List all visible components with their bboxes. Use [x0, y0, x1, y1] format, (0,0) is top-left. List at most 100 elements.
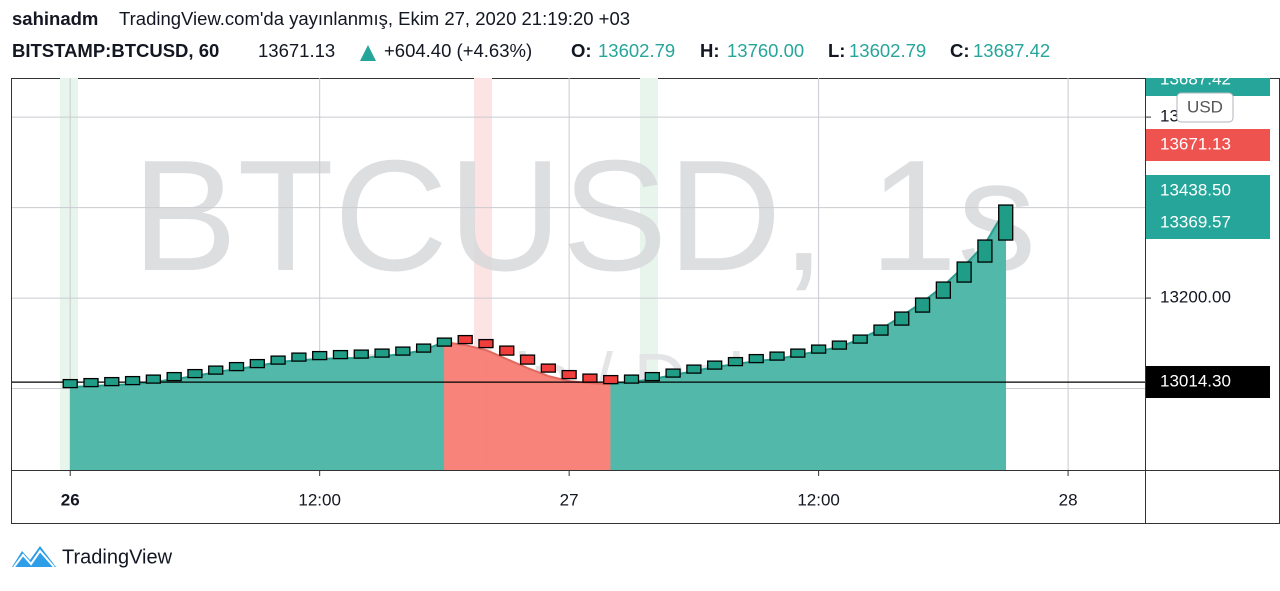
up-arrow	[360, 45, 376, 61]
area-segment	[548, 375, 570, 470]
area-segment	[340, 357, 362, 470]
price-badge-label: 13369.57	[1160, 212, 1231, 231]
candle	[644, 371, 660, 382]
candle	[561, 369, 577, 380]
ohlc-value: 13602.79	[849, 40, 926, 61]
area-line	[527, 367, 549, 378]
candle	[415, 343, 432, 353]
candle	[748, 353, 764, 364]
candle	[977, 239, 993, 263]
candle	[769, 351, 785, 361]
candle	[873, 324, 889, 336]
candle	[312, 350, 328, 361]
area-line	[548, 375, 570, 383]
candle	[956, 261, 972, 283]
ohlc-value: 13602.79	[598, 40, 675, 61]
x-tick-label: 12:00	[298, 490, 341, 509]
area-segment	[444, 341, 466, 470]
candle	[353, 349, 369, 359]
candle	[208, 365, 224, 375]
candle	[332, 349, 349, 360]
candle	[519, 354, 536, 365]
candle	[623, 374, 640, 384]
published: TradingView.com'da yayınlanmış, Ekim 27,…	[119, 8, 630, 29]
area-segment	[880, 315, 903, 470]
area-segment	[714, 363, 736, 470]
area-segment	[776, 354, 799, 470]
area-segment	[402, 349, 424, 470]
area-segment	[485, 349, 508, 470]
price-badge	[1146, 78, 1270, 96]
area-segment	[901, 301, 923, 470]
x-tick-label: 27	[560, 490, 579, 509]
candle	[540, 363, 557, 373]
area-segment	[173, 375, 196, 470]
candle	[998, 204, 1014, 241]
currency: USD	[1187, 97, 1223, 116]
x-tick-label: 12:00	[797, 490, 840, 509]
candle	[790, 348, 806, 358]
area-segment	[69, 385, 92, 470]
area-segment	[153, 378, 175, 470]
area-segment	[527, 367, 549, 470]
area-segment	[423, 341, 445, 470]
area-segment	[298, 358, 320, 470]
logo	[12, 546, 56, 568]
area-segment	[257, 361, 279, 470]
candle	[228, 361, 245, 372]
area-line	[506, 358, 528, 370]
area-segment	[111, 383, 133, 470]
candle	[436, 337, 453, 347]
area-segment	[672, 370, 695, 470]
ohlc-value: 13760.00	[727, 40, 804, 61]
ohlc-key: O:	[571, 40, 592, 61]
area-segment	[215, 368, 237, 470]
candle	[166, 371, 182, 382]
candle	[145, 374, 162, 384]
price-badge	[1146, 175, 1270, 207]
area-segment	[818, 346, 840, 470]
area-segment	[755, 358, 778, 470]
candle	[374, 348, 390, 358]
area-segment	[90, 384, 113, 470]
area-segment	[277, 359, 300, 470]
area-line	[485, 349, 508, 361]
ohlc-key: L:	[828, 40, 845, 61]
area-segment	[610, 381, 632, 470]
candle	[727, 356, 744, 367]
area-segment	[194, 371, 217, 470]
price-axis: 13000.0013200.0013400.0013600.0013687.42…	[1145, 78, 1270, 398]
area-segment	[652, 374, 674, 470]
area-segment	[132, 381, 154, 470]
price-badge	[1146, 366, 1270, 398]
candle	[124, 375, 141, 386]
area-segment	[839, 338, 861, 470]
candle	[249, 358, 265, 369]
ohlc-key: H:	[700, 40, 720, 61]
candle	[457, 334, 473, 345]
candle	[831, 340, 848, 350]
area-segment	[735, 360, 757, 470]
area-segment	[859, 328, 882, 470]
change: +604.40 (+4.63%)	[384, 40, 532, 61]
candle	[894, 311, 910, 326]
candle	[935, 281, 951, 299]
candle	[104, 376, 120, 387]
candle	[603, 374, 619, 385]
session-band	[60, 78, 78, 470]
candle	[83, 377, 99, 388]
price-badge-label: 13671.13	[1160, 134, 1231, 153]
symbol: BITSTAMP:BTCUSD, 60	[12, 40, 219, 61]
area-segment	[319, 357, 341, 470]
candle	[187, 368, 203, 379]
y-tick-label: 13200.00	[1160, 288, 1231, 307]
x-tick-label: 28	[1059, 490, 1078, 509]
area-segment	[589, 382, 612, 470]
brand: TradingView	[62, 546, 173, 568]
candle	[270, 355, 286, 365]
area-segment	[506, 358, 528, 470]
price-badge	[1146, 129, 1270, 161]
candle	[686, 364, 702, 374]
